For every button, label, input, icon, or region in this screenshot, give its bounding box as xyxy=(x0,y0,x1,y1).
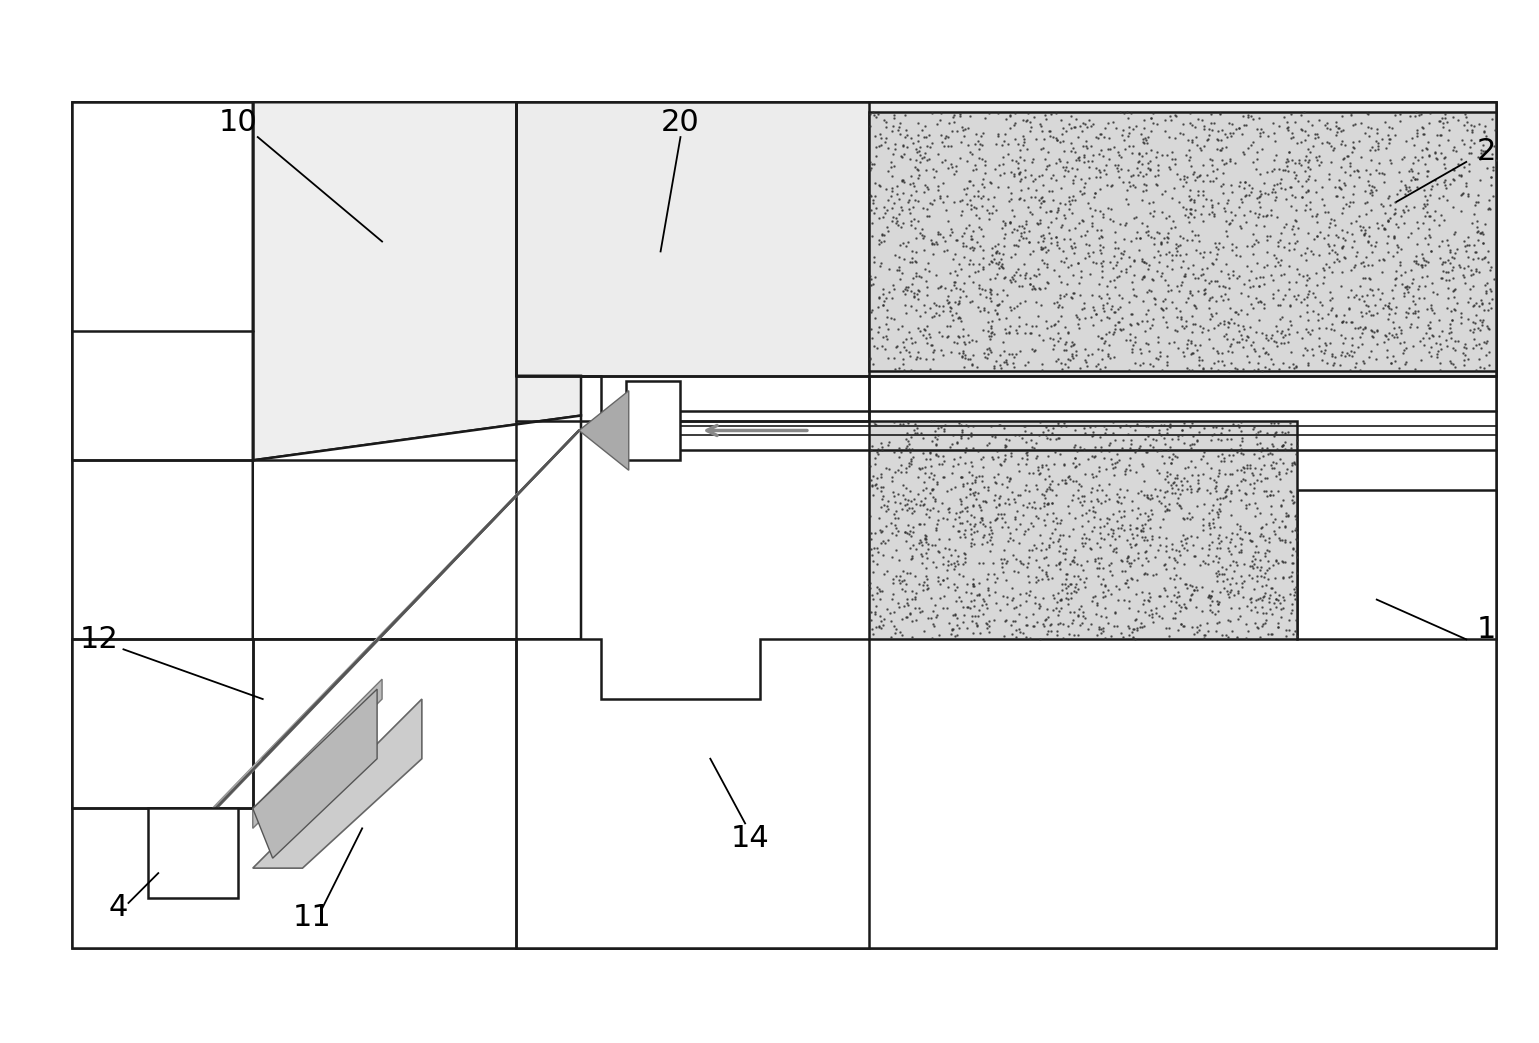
Polygon shape xyxy=(72,639,252,808)
Bar xyxy=(148,808,239,898)
Polygon shape xyxy=(72,102,252,460)
Text: 10: 10 xyxy=(219,107,257,137)
Text: 20: 20 xyxy=(662,107,700,137)
Text: 12: 12 xyxy=(78,625,119,654)
Polygon shape xyxy=(252,679,382,828)
Bar xyxy=(626,381,680,460)
Text: 1: 1 xyxy=(1476,615,1496,644)
Text: 14: 14 xyxy=(731,824,770,853)
Polygon shape xyxy=(252,415,582,639)
Bar xyxy=(870,113,1496,371)
Polygon shape xyxy=(517,102,1496,375)
Polygon shape xyxy=(252,689,377,858)
Polygon shape xyxy=(72,102,1496,948)
Text: 4: 4 xyxy=(109,894,128,922)
Polygon shape xyxy=(252,699,422,868)
Text: 2: 2 xyxy=(1476,138,1496,167)
Polygon shape xyxy=(579,391,629,470)
Text: 11: 11 xyxy=(292,903,332,932)
Bar xyxy=(870,420,1297,639)
Polygon shape xyxy=(517,639,870,948)
Polygon shape xyxy=(252,102,582,460)
Polygon shape xyxy=(1297,490,1496,639)
Polygon shape xyxy=(72,102,1496,948)
